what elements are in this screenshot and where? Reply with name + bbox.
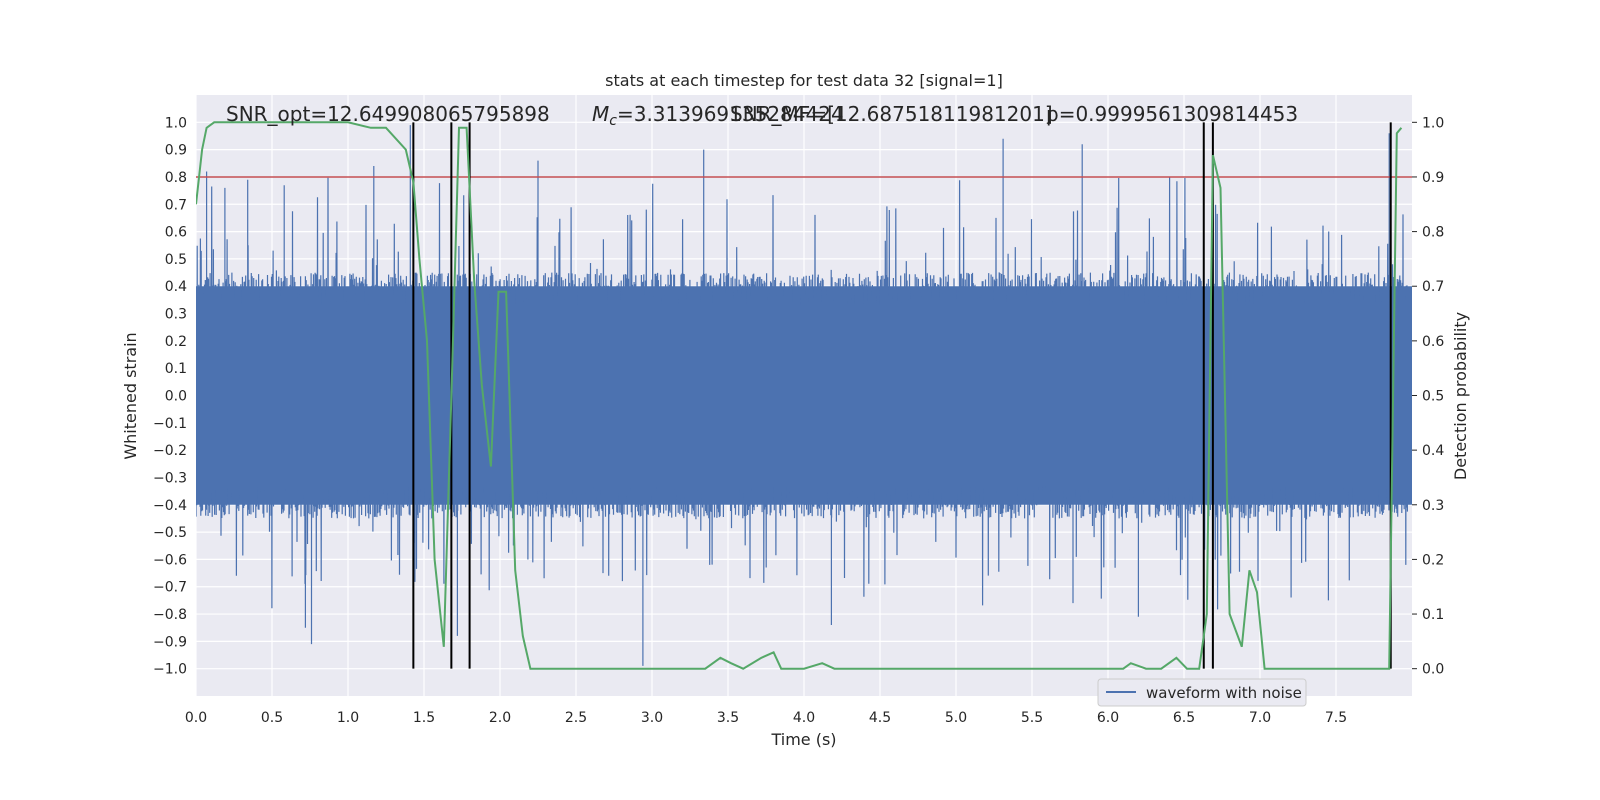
y-tick-label: −0.4 xyxy=(153,498,187,514)
annotation-mc-sub: c xyxy=(609,113,617,129)
x-tick-label: 1.0 xyxy=(337,710,359,726)
y-right-tick-label: 0.6 xyxy=(1422,334,1444,350)
x-tick-label: 0.5 xyxy=(261,710,283,726)
x-tick-label: 6.0 xyxy=(1097,710,1119,726)
x-tick-label: 2.0 xyxy=(489,710,511,726)
x-tick-label: 2.5 xyxy=(565,710,587,726)
y-tick-label: 0.7 xyxy=(165,197,187,213)
y-right-tick-label: 0.2 xyxy=(1422,552,1444,568)
y-tick-label: −0.3 xyxy=(153,470,187,486)
y-axis-right: 1.0 0.9 0.8 0.7 0.6 0.5 0.4 0.3 0.2 0.1 0.0 xyxy=(1412,115,1444,678)
probability-line xyxy=(196,121,1403,670)
y-tick-label: 0.9 xyxy=(165,143,187,159)
y-tick-label: 0.1 xyxy=(165,361,187,377)
y-tick-label: −0.7 xyxy=(153,580,187,596)
x-tick-label: 5.5 xyxy=(1021,710,1043,726)
y-tick-label: 0.2 xyxy=(165,334,187,350)
x-tick-label: 0.0 xyxy=(185,710,207,726)
y-right-tick-label: 0.9 xyxy=(1422,170,1444,186)
y-right-tick-label: 0.0 xyxy=(1422,662,1444,678)
y-tick-label: −0.8 xyxy=(153,607,187,623)
y-right-tick-label: 0.1 xyxy=(1422,607,1444,623)
x-tick-label: 3.5 xyxy=(717,710,739,726)
x-tick-label: 4.5 xyxy=(869,710,891,726)
y-right-tick-label: 0.4 xyxy=(1422,443,1444,459)
annotation-mc: Mc=3.313969135284424 xyxy=(592,102,844,129)
y-tick-label: 1.0 xyxy=(165,115,187,131)
annotation-snr-opt: SNR_opt=12.649908065795898 xyxy=(226,102,550,126)
y-tick-label: −0.6 xyxy=(153,552,187,568)
annotation-mc-value: =3.313969135284424 xyxy=(617,102,844,126)
y-tick-label: −0.1 xyxy=(153,416,187,432)
legend-label: waveform with noise xyxy=(1146,684,1302,702)
x-tick-label: 1.5 xyxy=(413,710,435,726)
vertical-markers xyxy=(412,122,1392,669)
x-tick-label: 4.0 xyxy=(793,710,815,726)
x-tick-label: 7.0 xyxy=(1249,710,1271,726)
y-tick-label: 0.6 xyxy=(165,225,187,241)
y-tick-label: 0.4 xyxy=(165,279,187,295)
y-right-tick-label: 0.5 xyxy=(1422,389,1444,405)
y-tick-label: 0.5 xyxy=(165,252,187,268)
y-tick-label: −0.5 xyxy=(153,525,187,541)
annotation-mc-symbol: M xyxy=(592,102,609,126)
y-right-tick-label: 0.8 xyxy=(1422,225,1444,241)
y-right-tick-label: 0.3 xyxy=(1422,498,1444,514)
annotation-snr-mf: SNR_MF=[12.68751811981201] xyxy=(730,102,1053,126)
y-right-tick-label: 1.0 xyxy=(1422,115,1444,131)
y-tick-label: 0.0 xyxy=(165,389,187,405)
legend: waveform with noise xyxy=(1097,678,1307,707)
y-tick-label: 0.3 xyxy=(165,307,187,323)
x-tick-label: 6.5 xyxy=(1173,710,1195,726)
x-axis: 0.0 0.5 1.0 1.5 2.0 2.5 3.0 3.5 4.0 4.5 5.0 5.5 6.0 6… xyxy=(185,710,1347,726)
x-tick-label: 5.0 xyxy=(945,710,967,726)
y-tick-label: −0.2 xyxy=(153,443,187,459)
chart-title: stats at each timestep for test data 32 … xyxy=(605,71,1003,90)
x-tick-label: 3.0 xyxy=(641,710,663,726)
annotation-p: p=0.9999561309814453 xyxy=(1046,102,1298,126)
y-axis-label: Whitened strain xyxy=(121,332,140,459)
x-tick-label: 7.5 xyxy=(1325,710,1347,726)
y-right-tick-label: 0.7 xyxy=(1422,279,1444,295)
y-tick-label: −0.9 xyxy=(153,634,187,650)
y-tick-label: −1.0 xyxy=(153,662,187,678)
x-axis-label: Time (s) xyxy=(770,730,836,749)
y-axis-left: 1.0 0.9 0.8 0.7 0.6 0.5 0.4 0.3 0.2 0.1 0.0 −0.1 −0.… xyxy=(153,115,187,677)
waveform-line xyxy=(196,125,1408,666)
y-tick-label: 0.8 xyxy=(165,170,187,186)
y-axis-right-label: Detection probability xyxy=(1451,312,1470,480)
